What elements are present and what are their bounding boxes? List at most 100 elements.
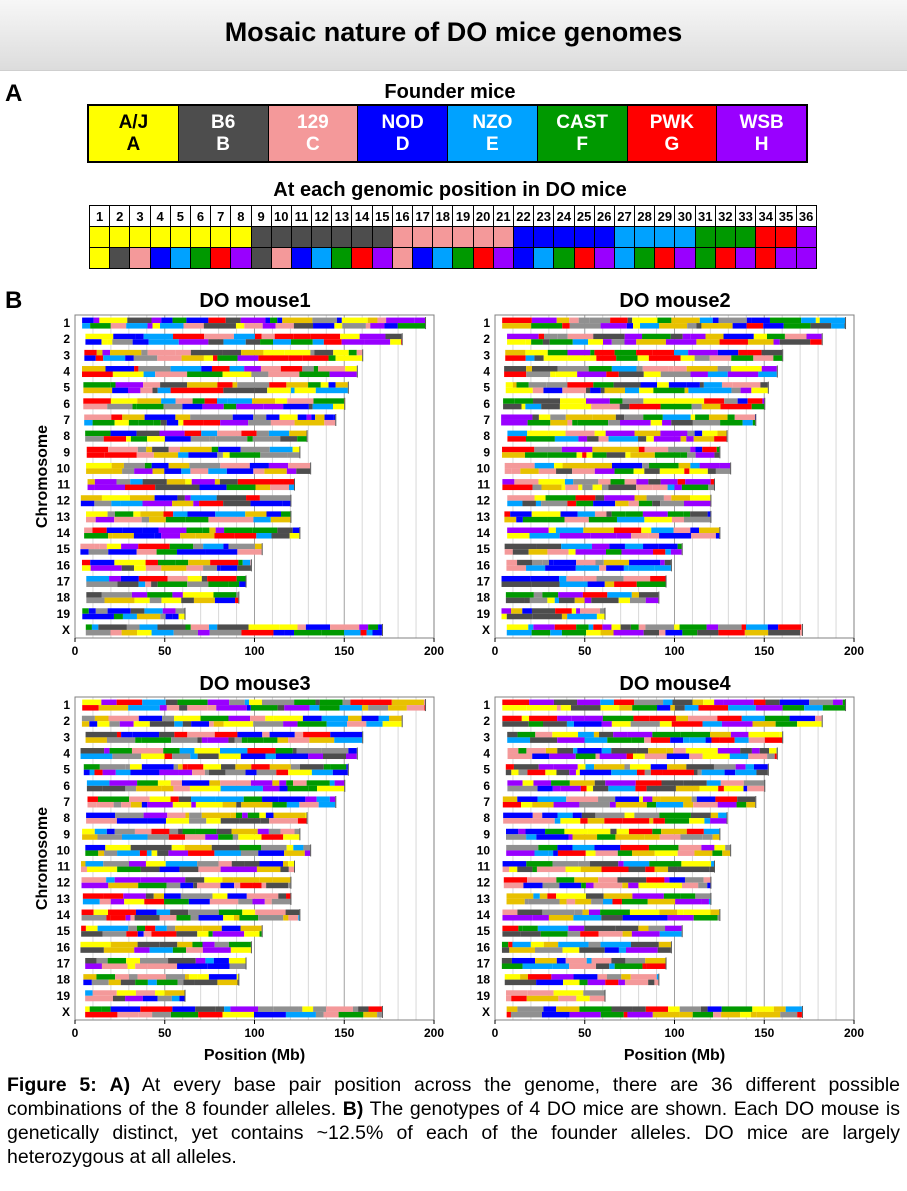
haplotype-segment bbox=[550, 414, 566, 420]
haplotype-segment bbox=[679, 1006, 701, 1012]
haplotype-segment bbox=[250, 715, 266, 722]
haplotype-segment bbox=[235, 597, 239, 604]
haplotype-segment bbox=[607, 737, 632, 743]
haplotype-segment bbox=[114, 516, 142, 523]
haplotype-segment bbox=[625, 452, 631, 458]
haplotype-segment bbox=[160, 613, 166, 620]
haplotype-segment bbox=[665, 925, 682, 932]
haplotype-segment bbox=[199, 500, 224, 507]
haplotype-segment bbox=[660, 430, 688, 437]
haplotype-segment bbox=[333, 403, 345, 410]
haplotype-segment bbox=[578, 731, 594, 738]
haplotype-segment bbox=[747, 785, 765, 792]
haplotype-segment bbox=[579, 947, 605, 953]
haplotype-segment bbox=[364, 339, 391, 345]
haplotype-segment bbox=[595, 559, 604, 566]
combo-top-cell bbox=[593, 226, 615, 248]
haplotype-segment bbox=[815, 317, 820, 324]
haplotype-segment bbox=[275, 748, 293, 754]
haplotype-segment bbox=[171, 844, 185, 851]
haplotype-segment bbox=[142, 479, 167, 485]
haplotype-segment bbox=[625, 957, 646, 964]
haplotype-segment bbox=[145, 581, 152, 587]
haplotype-segment bbox=[587, 581, 605, 587]
haplotype-segment bbox=[767, 624, 779, 630]
haplotype-segment bbox=[132, 403, 137, 410]
haplotype-segment bbox=[272, 780, 280, 786]
haplotype-segment bbox=[168, 462, 190, 469]
x-tick-label: 100 bbox=[244, 1026, 264, 1040]
haplotype-segment bbox=[712, 850, 723, 856]
haplotype-segment bbox=[229, 963, 246, 969]
chromosome-label: 15 bbox=[57, 542, 71, 556]
chromosome-label: 10 bbox=[57, 461, 71, 475]
haplotype-segment bbox=[161, 597, 182, 604]
haplotype-segment bbox=[652, 1011, 680, 1018]
haplotype-segment bbox=[645, 624, 675, 630]
haplotype-segment bbox=[542, 909, 575, 916]
haplotype-segment bbox=[717, 915, 720, 921]
haplotype-segment bbox=[714, 699, 724, 706]
haplotype-segment bbox=[729, 753, 749, 760]
haplotype-segment bbox=[91, 979, 109, 986]
haplotype-segment bbox=[503, 812, 533, 819]
haplotype-segment bbox=[85, 629, 111, 636]
haplotype-segment bbox=[113, 613, 123, 620]
haplotype-segment bbox=[288, 866, 294, 873]
y-axis-label: Chromosome bbox=[34, 425, 51, 528]
haplotype-segment bbox=[143, 382, 161, 388]
haplotype-segment bbox=[197, 861, 219, 867]
haplotype-segment bbox=[167, 812, 186, 819]
haplotype-segment bbox=[574, 597, 585, 604]
haplotype-segment bbox=[543, 387, 563, 394]
haplotype-segment bbox=[138, 715, 163, 722]
haplotype-segment bbox=[646, 436, 654, 442]
haplotype-segment bbox=[202, 403, 224, 410]
haplotype-segment bbox=[551, 780, 570, 786]
haplotype-segment bbox=[169, 828, 179, 835]
x-tick-label: 200 bbox=[844, 644, 864, 658]
haplotype-segment bbox=[157, 559, 176, 566]
haplotype-segment bbox=[342, 323, 366, 329]
haplotype-segment bbox=[292, 446, 300, 453]
haplotype-segment bbox=[152, 468, 165, 474]
haplotype-segment bbox=[689, 468, 708, 474]
haplotype-segment bbox=[524, 597, 530, 604]
haplotype-segment bbox=[228, 715, 251, 722]
y-axis-label: Chromosome bbox=[34, 807, 51, 910]
haplotype-segment bbox=[576, 500, 594, 507]
haplotype-segment bbox=[683, 500, 711, 507]
haplotype-segment bbox=[503, 877, 528, 883]
haplotype-segment bbox=[97, 834, 122, 840]
haplotype-segment bbox=[701, 323, 733, 329]
caption-a-label: A) bbox=[109, 1074, 131, 1096]
haplotype-segment bbox=[567, 419, 573, 426]
haplotype-segment bbox=[751, 317, 770, 324]
haplotype-segment bbox=[121, 731, 133, 738]
haplotype-segment bbox=[261, 834, 284, 840]
haplotype-segment bbox=[747, 398, 763, 404]
haplotype-segment bbox=[644, 446, 669, 453]
chromosome-label: 16 bbox=[57, 558, 71, 572]
haplotype-segment bbox=[517, 1006, 544, 1012]
chromosome-label: 12 bbox=[477, 494, 491, 508]
haplotype-segment bbox=[308, 753, 324, 760]
haplotype-segment bbox=[531, 581, 560, 587]
haplotype-segment bbox=[223, 339, 246, 345]
haplotype-segment bbox=[209, 629, 242, 636]
haplotype-segment bbox=[84, 414, 112, 420]
combo-number: 29 bbox=[654, 205, 676, 227]
haplotype-segment bbox=[143, 371, 156, 378]
haplotype-segment bbox=[755, 705, 783, 711]
haplotype-segment bbox=[180, 882, 194, 889]
haplotype-segment bbox=[545, 495, 576, 501]
haplotype-segment bbox=[627, 317, 633, 324]
haplotype-segment bbox=[205, 957, 214, 964]
haplotype-segment bbox=[506, 565, 527, 571]
page-title: Mosaic nature of DO mice genomes bbox=[224, 17, 683, 47]
haplotype-segment bbox=[556, 769, 570, 776]
haplotype-segment bbox=[227, 398, 253, 404]
haplotype-segment bbox=[197, 753, 219, 760]
haplotype-segment bbox=[616, 355, 638, 361]
